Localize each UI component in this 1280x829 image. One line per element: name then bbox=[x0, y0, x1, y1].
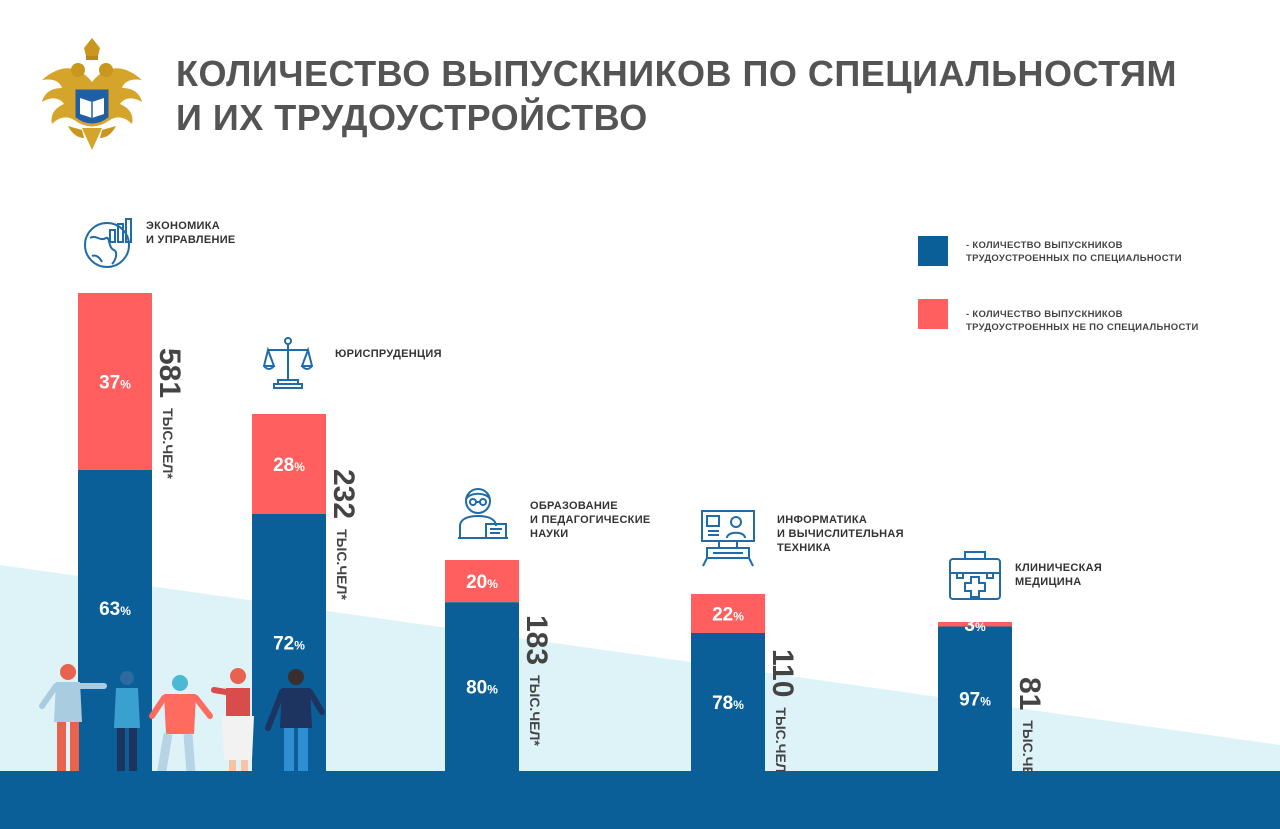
scales-icon bbox=[263, 337, 313, 389]
total-value-education: 183ТЫС.ЧЕЛ* bbox=[520, 615, 553, 746]
bar-segment-not-by-specialty-medicine bbox=[938, 622, 1012, 627]
total-value-informatics: 110ТЫС.ЧЕЛ* bbox=[766, 649, 799, 779]
people-group-illustration bbox=[39, 664, 325, 787]
total-label-economics: 581ТЫС.ЧЕЛ* bbox=[153, 348, 186, 479]
percent-label-by-specialty-medicine: 97% bbox=[959, 690, 991, 711]
category-label-law: ЮРИСПРУДЕНЦИЯ bbox=[335, 348, 442, 360]
percent-label-not-by-specialty-medicine: 3% bbox=[964, 615, 986, 636]
globe-chart-icon bbox=[84, 218, 132, 268]
bar-segment-not-by-specialty-informatics bbox=[691, 594, 765, 633]
bar-segment-by-specialty-informatics bbox=[691, 632, 765, 771]
teacher-icon bbox=[458, 488, 508, 539]
total-label-informatics: 110ТЫС.ЧЕЛ* bbox=[766, 649, 799, 779]
total-label-education: 183ТЫС.ЧЕЛ* bbox=[520, 615, 553, 746]
percent-label-by-specialty-economics: 63% bbox=[99, 599, 131, 620]
bar-segment-by-specialty-education bbox=[445, 602, 519, 771]
percent-label-not-by-specialty-education: 20% bbox=[466, 572, 498, 593]
title-line-2: И ИХ ТРУДОУСТРОЙСТВО bbox=[176, 97, 648, 138]
legend-label-by-specialty: - КОЛИЧЕСТВО ВЫПУСКНИКОВ ТРУДОУСТРОЕННЫХ… bbox=[966, 240, 1182, 264]
total-value-economics: 581ТЫС.ЧЕЛ* bbox=[153, 348, 186, 479]
bar-segment-not-by-specialty-law bbox=[252, 414, 326, 514]
total-label-law: 232ТЫС.ЧЕЛ* bbox=[327, 469, 360, 600]
percent-label-not-by-specialty-informatics: 22% bbox=[712, 604, 744, 625]
ground-band bbox=[0, 771, 1280, 829]
percent-label-by-specialty-informatics: 78% bbox=[712, 693, 744, 714]
title-line-1: КОЛИЧЕСТВО ВЫПУСКНИКОВ ПО СПЕЦИАЛЬНОСТЯМ bbox=[176, 53, 1178, 94]
bar-segment-not-by-specialty-economics bbox=[78, 293, 152, 470]
first-aid-kit-icon bbox=[949, 551, 1001, 600]
bar-segment-by-specialty-medicine bbox=[938, 626, 1012, 771]
category-label-informatics: ИНФОРМАТИКА И ВЫЧИСЛИТЕЛЬНАЯ ТЕХНИКА bbox=[777, 514, 904, 554]
category-label-education: ОБРАЗОВАНИЕ И ПЕДАГОГИЧЕСКИЕ НАУКИ bbox=[530, 500, 651, 540]
total-value-law: 232ТЫС.ЧЕЛ* bbox=[327, 469, 360, 600]
bars-group: 37% 63% 581ТЫС.ЧЕЛ* 28% 72% 232ТЫС.ЧЕЛ* 20% 80%… bbox=[78, 293, 1046, 792]
double-headed-eagle-emblem bbox=[42, 38, 142, 150]
percent-label-by-specialty-law: 72% bbox=[273, 633, 305, 654]
legend-swatch-by-specialty bbox=[918, 236, 948, 266]
legend-swatch-not-by-specialty bbox=[918, 299, 948, 329]
bar-segment-not-by-specialty-education bbox=[445, 560, 519, 603]
page-title: КОЛИЧЕСТВО ВЫПУСКНИКОВ ПО СПЕЦИАЛЬНОСТЯМ… bbox=[176, 52, 1177, 140]
category-label-economics: ЭКОНОМИКА И УПРАВЛЕНИЕ bbox=[146, 220, 236, 246]
percent-label-not-by-specialty-law: 28% bbox=[273, 455, 305, 476]
legend-label-not-by-specialty: - КОЛИЧЕСТВО ВЫПУСКНИКОВ ТРУДОУСТРОЕННЫХ… bbox=[966, 309, 1199, 333]
category-label-medicine: КЛИНИЧЕСКАЯ МЕДИЦИНА bbox=[1015, 562, 1103, 588]
percent-label-by-specialty-education: 80% bbox=[466, 678, 498, 699]
percent-label-not-by-specialty-economics: 37% bbox=[99, 372, 131, 393]
computer-user-icon bbox=[701, 510, 755, 567]
